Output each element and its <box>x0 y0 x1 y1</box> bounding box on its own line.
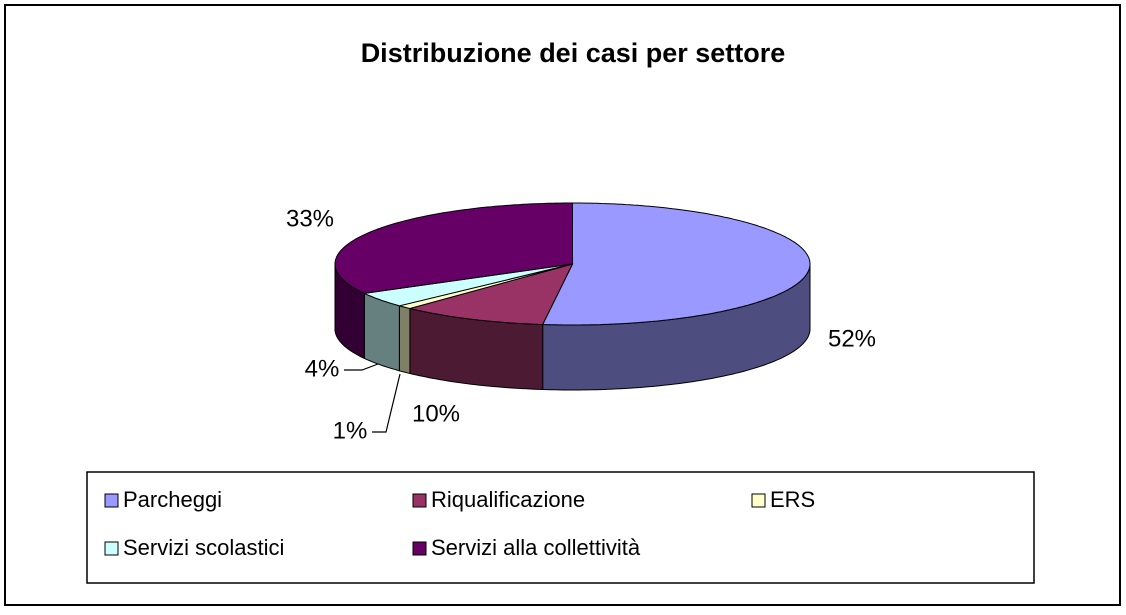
legend-box <box>86 471 1035 584</box>
legend-label: Servizi alla collettività <box>431 535 641 560</box>
slice-side <box>398 305 411 375</box>
legend-label: Riqualificazione <box>431 487 585 512</box>
legend-swatch <box>104 541 119 556</box>
legend-swatch <box>412 493 427 508</box>
slice <box>362 263 573 307</box>
data-label: 4% <box>305 355 340 382</box>
slice <box>409 263 574 326</box>
slice-side <box>363 292 400 372</box>
data-label: 33% <box>286 205 334 232</box>
legend-swatch <box>412 541 427 556</box>
data-label: 1% <box>333 417 368 444</box>
legend-swatch <box>751 493 766 508</box>
legend-swatch <box>104 493 119 508</box>
legend-label: Parcheggi <box>123 487 222 512</box>
slice <box>334 202 573 294</box>
data-label: 10% <box>412 400 460 427</box>
leader-line <box>372 373 401 433</box>
legend-label: ERS <box>770 487 815 512</box>
leader-line <box>344 363 379 371</box>
chart-title: Distribuzione dei casi per settore <box>361 38 786 68</box>
legend-label: Servizi scolastici <box>123 535 284 560</box>
slice <box>541 202 811 326</box>
data-label: 52% <box>828 325 876 352</box>
